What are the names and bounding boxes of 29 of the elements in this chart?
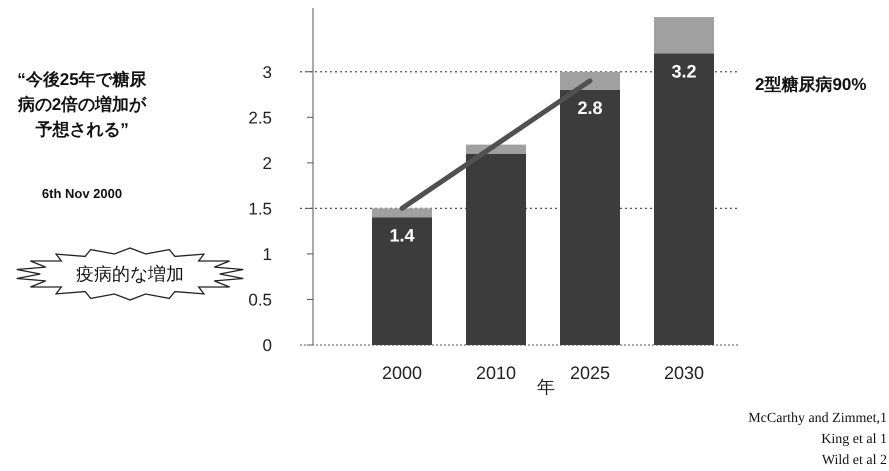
data-label: 1.4	[389, 225, 415, 246]
data-label: 3.2	[671, 62, 697, 82]
y-tick-label: 0.5	[248, 290, 272, 310]
bar	[372, 217, 432, 345]
text: Wild et al 2	[822, 453, 887, 468]
text: 2型糖尿病90%	[755, 75, 866, 94]
y-tick-label: 1.5	[248, 199, 272, 218]
x-tick-label: 2025	[570, 363, 610, 383]
x-tick-label: 2000	[382, 363, 422, 383]
text: 6th Nov 2000	[42, 186, 122, 201]
bar	[466, 154, 526, 345]
bar	[654, 54, 714, 345]
bar	[372, 208, 432, 218]
text: McCarthy and Zimmet,1	[748, 411, 887, 426]
bar	[560, 72, 620, 90]
y-tick-label: 0	[262, 336, 272, 355]
x-tick-label: 2010	[476, 363, 516, 383]
text: King et al 1	[821, 432, 887, 447]
text: “今後25年で糖尿病の2倍の増加が予想される”	[16, 70, 148, 139]
text: 疫病的な増加	[76, 264, 184, 284]
bar	[654, 17, 714, 54]
y-tick-label: 2.5	[248, 108, 272, 128]
y-tick-label: 1	[262, 244, 272, 264]
y-tick-label: 2	[262, 154, 272, 173]
data-label: 2.8	[577, 98, 603, 118]
bar	[560, 90, 620, 345]
x-tick-label: 2030	[664, 363, 704, 383]
y-tick-label: 3	[262, 62, 272, 82]
x-axis-title: 年	[537, 377, 555, 397]
